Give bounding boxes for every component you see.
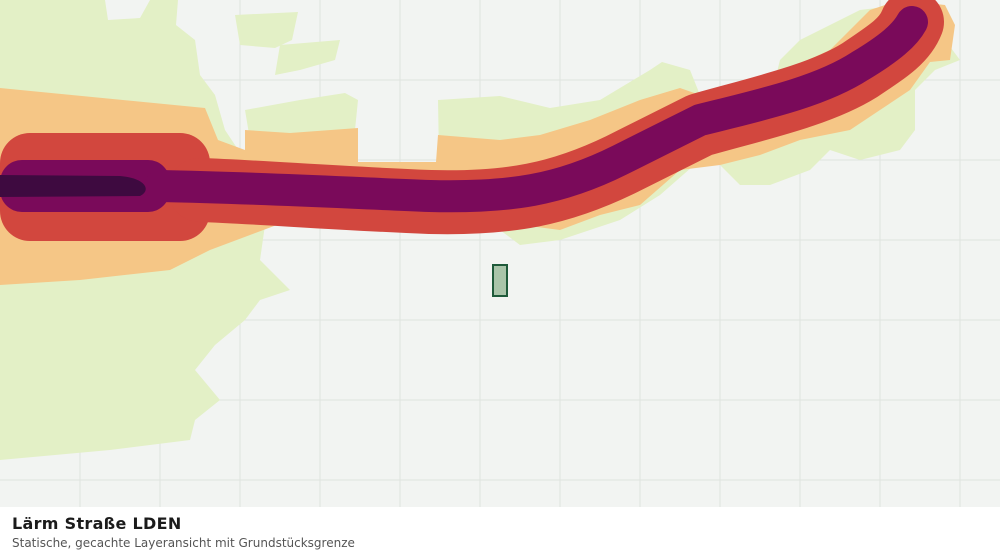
noise-zone-high: [0, 0, 944, 241]
noise-map: [0, 0, 1000, 507]
map-title: Lärm Straße LDEN: [12, 514, 182, 533]
map-subtitle: Statische, gecachte Layeransicht mit Gru…: [12, 536, 355, 550]
caption: Lärm Straße LDEN Statische, gecachte Lay…: [0, 507, 1000, 560]
parcel-boundary[interactable]: [492, 264, 508, 297]
